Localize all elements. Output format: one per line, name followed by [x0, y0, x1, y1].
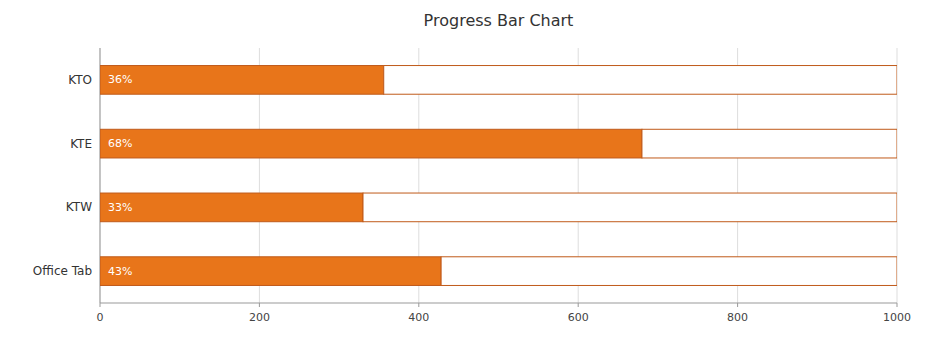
tick-mark — [578, 303, 579, 307]
bar-segment — [100, 257, 441, 286]
bar-segment — [100, 66, 384, 95]
tick-label: 800 — [727, 311, 748, 324]
tick-mark — [100, 303, 101, 307]
grid — [100, 48, 897, 303]
tick-label: 400 — [408, 311, 429, 324]
bar-segment — [363, 193, 897, 222]
bar-segment — [642, 129, 897, 158]
bar-segment — [100, 129, 642, 158]
annotation: 43% — [108, 265, 132, 278]
tick-mark — [737, 303, 738, 307]
title: Progress Bar Chart — [424, 11, 574, 30]
bar-segment — [100, 193, 363, 222]
category-label: Office Tab — [33, 264, 92, 278]
annotation: 68% — [108, 137, 132, 150]
category-label: KTE — [70, 137, 92, 151]
x-axis — [100, 303, 897, 304]
tick-mark — [418, 303, 419, 307]
tick-mark — [897, 303, 898, 307]
bar-segment — [384, 66, 897, 95]
category-label: KTW — [66, 200, 92, 214]
bar-segment — [441, 257, 897, 286]
category-label: KTO — [68, 73, 92, 87]
tick-label: 600 — [568, 311, 589, 324]
chart-container: Progress Bar Chart 0 200 400 600 800 1000 Offic… — [0, 0, 927, 337]
tick-label: 200 — [249, 311, 270, 324]
tick-label: 0 — [97, 311, 104, 324]
tick-mark — [259, 303, 260, 307]
annotation: 33% — [108, 201, 132, 214]
bars — [100, 66, 897, 286]
chart: Progress Bar Chart 0 200 400 600 800 1000 Offic… — [0, 0, 927, 337]
annotation: 36% — [108, 73, 132, 86]
tick-label: 1000 — [883, 311, 911, 324]
